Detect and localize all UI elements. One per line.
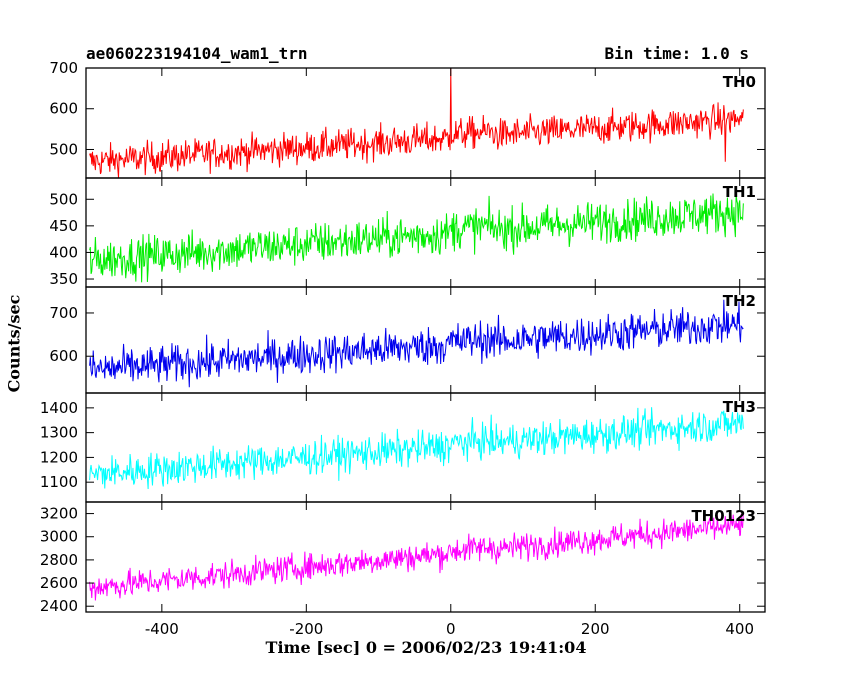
y-tick-label: 350 (49, 270, 78, 288)
series-TH2 (89, 299, 744, 388)
y-tick-label: 500 (49, 140, 78, 158)
y-tick-label: 600 (49, 347, 78, 365)
y-tick-label: 700 (49, 59, 78, 77)
panel-label-TH2: TH2 (723, 292, 756, 310)
x-axis-label: Time [sec] 0 = 2006/02/23 19:41:04 (265, 638, 587, 657)
y-tick-label: 450 (49, 217, 78, 235)
x-tick-label: 200 (581, 620, 610, 638)
y-tick-label: 500 (49, 190, 78, 208)
panel-label-TH0123: TH0123 (691, 507, 756, 525)
y-tick-label: 1100 (40, 473, 78, 491)
panel-frame-TH0 (85, 67, 766, 179)
x-tick-label: -400 (145, 620, 179, 638)
series-TH3 (89, 407, 744, 490)
y-tick-label: 1300 (40, 424, 78, 442)
x-tick-label: 0 (446, 620, 456, 638)
series-TH1 (89, 193, 744, 283)
x-tick-label: -200 (289, 620, 323, 638)
y-tick-label: 1400 (40, 399, 78, 417)
x-tick-label: 400 (725, 620, 754, 638)
bin-time-label: Bin time: 1.0 s (604, 44, 750, 63)
y-tick-label: 600 (49, 100, 78, 118)
y-tick-label: 2400 (40, 597, 78, 615)
y-tick-label: 400 (49, 243, 78, 261)
panel-label-TH1: TH1 (723, 183, 756, 201)
y-tick-label: 700 (49, 304, 78, 322)
y-tick-label: 2600 (40, 574, 78, 592)
series-TH0123 (89, 510, 744, 601)
y-tick-label: 1200 (40, 448, 78, 466)
y-tick-label: 3200 (40, 505, 78, 523)
plot-title: ae060223194104_wam1_trn (86, 44, 308, 63)
series-TH0 (89, 67, 744, 179)
panel-frame-TH2 (85, 286, 766, 394)
panel-frame-TH0123 (85, 501, 766, 613)
panel-label-TH0: TH0 (723, 73, 756, 91)
y-tick-label: 3000 (40, 528, 78, 546)
y-tick-label: 2800 (40, 551, 78, 569)
panel-label-TH3: TH3 (723, 398, 756, 416)
